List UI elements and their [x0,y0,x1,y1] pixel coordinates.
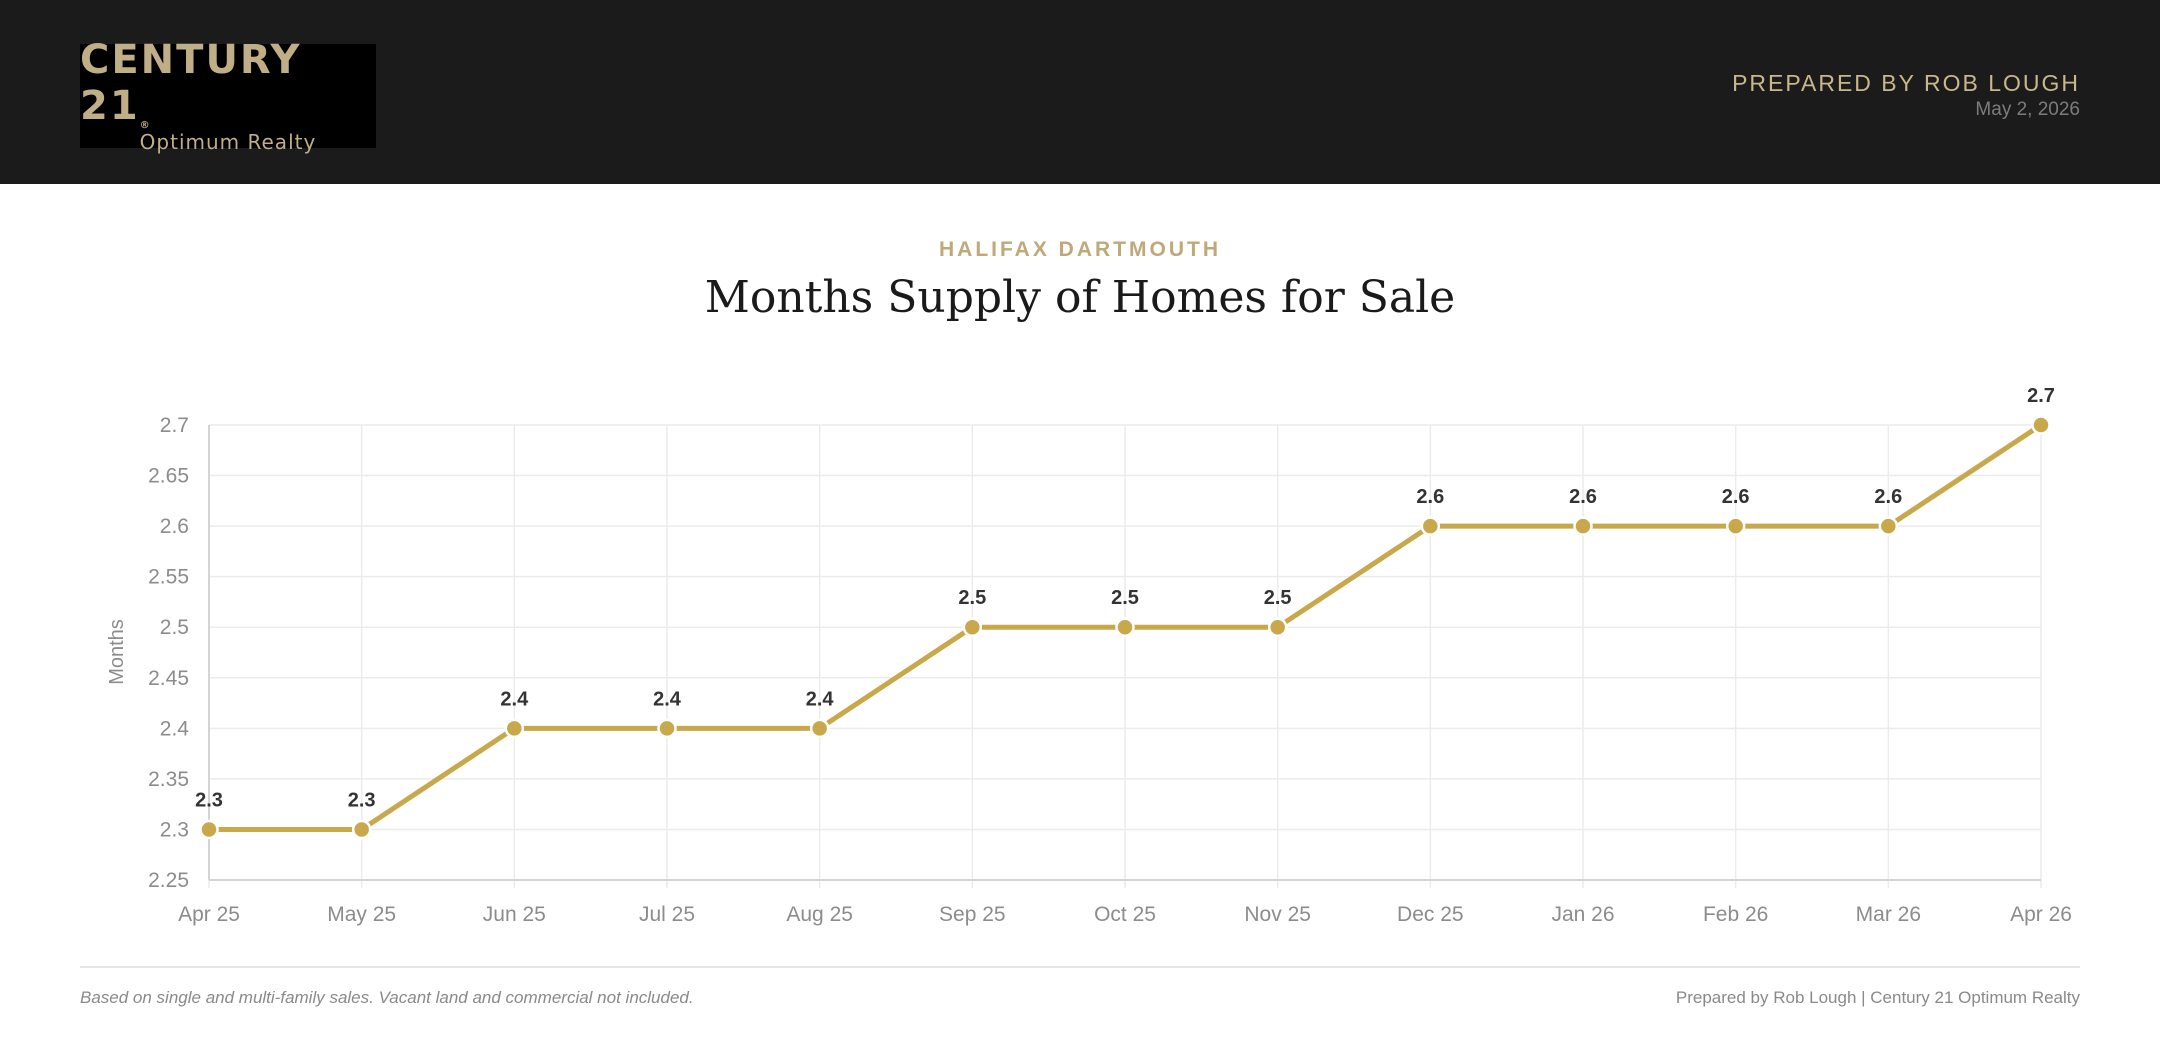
logo-brand: CENTURY 21® [80,37,302,131]
x-tick-label: May 25 [327,903,396,926]
x-tick-label: Jul 25 [639,903,695,926]
data-label: 2.6 [1722,486,1750,508]
prepared-by-label: PREPARED BY ROB LOUGH [1732,70,2080,96]
x-tick-label: Apr 25 [178,903,240,926]
data-label: 2.3 [195,789,223,811]
data-label: 2.7 [2027,385,2055,407]
y-tick-label: 2.6 [160,515,189,538]
y-tick-label: 2.3 [160,818,189,841]
data-point [351,819,372,840]
report-date: May 2, 2026 [1975,99,2080,120]
prepared-block: PREPARED BY ROB LOUGH May 2, 2026 [1732,70,2080,122]
x-tick-label: Dec 25 [1397,903,1464,926]
x-tick-label: Apr 26 [2010,903,2072,926]
y-tick-label: 2.25 [148,869,189,892]
x-tick-label: Jan 26 [1551,903,1614,926]
header-bar: CENTURY 21® Optimum Realty PREPARED BY R… [0,0,2160,184]
x-tick-label: Mar 26 [1856,903,1921,926]
data-label: 2.4 [806,688,835,710]
data-point [199,819,219,840]
x-tick-label: Nov 25 [1244,903,1311,926]
footer-note: Based on single and multi-family sales. … [80,988,694,1007]
y-tick-label: 2.4 [160,717,190,740]
y-tick-label: 2.35 [148,768,189,791]
y-axis-title: Months [106,619,128,685]
y-tick-label: 2.55 [148,566,189,589]
y-tick-label: 2.5 [160,616,189,639]
data-point [1115,617,1135,637]
data-point [1267,617,1288,637]
data-label: 2.6 [1416,486,1444,508]
data-label: 2.5 [1264,587,1292,609]
x-tick-label: Sep 25 [939,903,1006,926]
chart-title: Months Supply of Homes for Sale [704,272,1456,323]
data-label: 2.5 [1111,587,1139,609]
x-tick-label: Jun 25 [483,903,546,926]
company-logo: CENTURY 21® Optimum Realty [80,37,376,154]
data-point [962,617,983,637]
data-label: 2.5 [958,587,986,609]
footer-credit: Prepared by Rob Lough | Century 21 Optim… [1675,988,2080,1007]
y-tick-label: 2.7 [160,414,189,437]
data-label: 2.3 [348,789,376,811]
data-label: 2.6 [1569,486,1597,508]
data-point [2031,415,2051,435]
x-tick-label: Oct 25 [1094,903,1156,926]
data-point [1878,516,1899,536]
data-label: 2.4 [500,688,529,710]
data-point [504,718,525,739]
region-label: HALIFAX DARTMOUTH [939,238,1221,261]
footer-divider [80,966,2080,968]
data-point [657,718,677,739]
data-point [1725,516,1746,536]
data-point [1420,516,1441,536]
data-label: 2.6 [1874,486,1902,508]
data-point [1573,516,1593,536]
data-point [809,718,830,739]
line-chart: 2.25 2.3 2.35 2.4 2.45 2.5 2.55 2.6 2.65 2.7 Apr 2… [106,385,2072,926]
y-tick-label: 2.65 [148,465,189,488]
x-tick-label: Aug 25 [786,903,853,926]
logo-subtitle: Optimum Realty [139,130,317,154]
y-tick-label: 2.45 [148,667,189,690]
data-label: 2.4 [653,688,682,710]
x-tick-label: Feb 26 [1703,903,1768,926]
